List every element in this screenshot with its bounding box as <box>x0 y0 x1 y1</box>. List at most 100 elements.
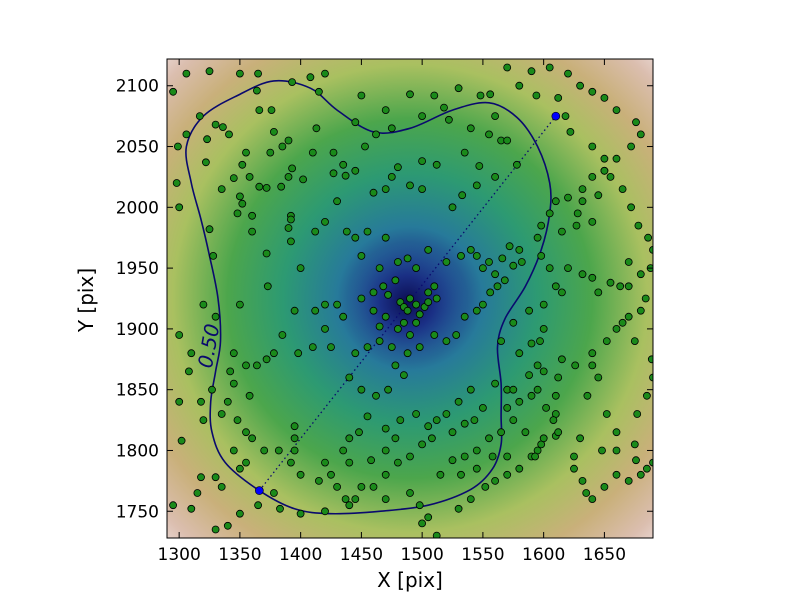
scatter-point <box>314 87 323 96</box>
scatter-point <box>527 391 536 400</box>
y-axis-label: Y [pix] <box>74 268 98 333</box>
scatter-point <box>415 501 424 510</box>
scatter-point <box>205 67 214 76</box>
scatter-point <box>288 164 297 173</box>
scatter-point <box>561 112 570 120</box>
scatter-point <box>406 489 414 497</box>
scatter-point <box>588 172 597 181</box>
scatter-point <box>442 410 451 418</box>
scatter-point <box>226 367 235 376</box>
scatter-point <box>527 339 536 348</box>
scatter-point <box>564 264 572 273</box>
scatter-point <box>175 397 184 406</box>
scatter-point <box>536 337 544 346</box>
scatter-point <box>612 428 621 437</box>
scatter-point <box>252 361 261 370</box>
scatter-point <box>466 124 475 133</box>
scatter-point <box>387 172 396 181</box>
scatter-point <box>488 452 497 461</box>
scatter-point <box>274 446 283 455</box>
scatter-point <box>381 424 390 433</box>
scatter-point <box>393 324 402 333</box>
scatter-point <box>424 298 433 307</box>
scatter-point <box>472 306 481 315</box>
y-axis-ticks: 1750 1800 1850 1900 1950 2000 2050 2100 <box>116 77 653 522</box>
scatter-point <box>381 495 390 504</box>
x-tick-label: 1450 <box>340 545 383 565</box>
scatter-point <box>452 331 461 339</box>
scatter-point <box>491 270 500 279</box>
scatter-point <box>357 251 366 260</box>
scatter-point <box>266 148 275 157</box>
y-tick-label: 2100 <box>116 77 159 97</box>
scatter-point <box>478 403 487 412</box>
scatter-point <box>539 367 548 376</box>
scatter-point <box>476 91 485 100</box>
scatter-point <box>341 495 350 504</box>
major-axis-endpoint <box>255 486 264 495</box>
scatter-point <box>612 470 621 479</box>
scatter-point <box>470 416 479 425</box>
scatter-point <box>412 264 421 273</box>
scatter-point <box>393 458 402 467</box>
scatter-point <box>412 410 421 418</box>
scatter-point <box>339 160 348 169</box>
scatter-point <box>296 264 305 273</box>
scatter-point <box>430 331 439 339</box>
x-axis-ticks: 1300 1350 1400 1450 1500 1550 1600 1650 <box>158 59 626 565</box>
scatter-point <box>384 385 393 394</box>
scatter-point <box>606 278 615 287</box>
scatter-point <box>549 416 558 425</box>
scatter-point <box>269 349 278 358</box>
scatter-point <box>248 211 257 220</box>
scatter-point <box>284 172 293 181</box>
scatter-point <box>201 158 210 167</box>
scatter-point <box>208 385 216 394</box>
scatter-point <box>262 183 271 192</box>
scatter-point <box>478 300 487 309</box>
scatter-point <box>539 434 548 443</box>
scatter-point <box>333 482 342 491</box>
scatter-point <box>245 172 254 181</box>
scatter-point <box>634 221 643 230</box>
scatter-point <box>372 391 380 400</box>
scatter-point <box>636 470 645 479</box>
scatter-point <box>311 227 320 236</box>
scatter-point <box>500 276 509 285</box>
scatter-point <box>357 91 366 100</box>
scatter-point <box>460 312 469 321</box>
scatter-point <box>329 169 338 178</box>
scatter-point <box>205 225 214 234</box>
x-tick-label: 1350 <box>218 545 261 565</box>
scatter-point <box>517 258 526 266</box>
scatter-point <box>436 470 445 479</box>
scatter-point <box>618 318 627 327</box>
scatter-point <box>478 264 487 273</box>
scatter-point <box>497 428 506 437</box>
scatter-point <box>351 233 360 242</box>
scatter-point <box>327 343 335 352</box>
scatter-point <box>381 106 390 114</box>
scatter-point <box>649 458 653 467</box>
scatter-point <box>578 270 587 279</box>
scatter-point <box>314 476 323 485</box>
scatter-point <box>308 343 317 352</box>
scatter-point <box>491 379 500 388</box>
scatter-point <box>570 452 578 461</box>
scatter-point <box>515 397 524 406</box>
scatter-point <box>372 130 380 139</box>
scatter-point <box>503 63 512 72</box>
scatter-point <box>333 300 342 309</box>
scatter-point <box>454 504 463 513</box>
scatter-point <box>379 282 388 291</box>
scatter-point <box>571 361 580 370</box>
y-tick-label: 1950 <box>116 259 159 279</box>
scatter-point <box>345 373 354 382</box>
scatter-point <box>598 446 606 455</box>
scatter-point <box>357 482 366 491</box>
scatter-point <box>290 446 299 455</box>
scatter-point <box>351 349 360 358</box>
scatter-point <box>235 509 244 518</box>
scatter-point <box>375 264 384 273</box>
